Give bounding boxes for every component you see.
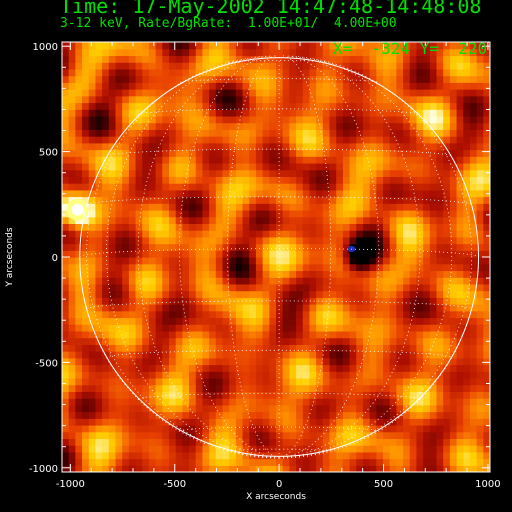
axis-ticks (62, 42, 490, 472)
grid-longitude-line (86, 58, 280, 459)
grid-latitude-line (227, 448, 332, 452)
grid-latitude-line (86, 300, 473, 310)
heatmap-image[interactable] (62, 42, 491, 473)
y-axis-title: Y arcseconds (5, 227, 15, 287)
x-tick-labels: -1000 -500 0 500 1000 (56, 479, 501, 490)
x-tick-label: 1000 (475, 479, 500, 490)
grid-longitude-line (279, 55, 332, 459)
grid-longitude-line (279, 256, 479, 459)
y-tick-label: 0 (52, 253, 58, 264)
bright-source-core (71, 203, 84, 216)
x-tick-label: -500 (163, 479, 186, 490)
solar-limb-circle (79, 57, 480, 457)
heliographic-grid (79, 55, 479, 459)
grid-longitude-line (227, 55, 280, 459)
grid-latitude-line (138, 108, 420, 115)
grid-longitude-line (279, 58, 473, 459)
grid-latitude-line (86, 196, 472, 205)
grid-latitude-line (106, 148, 452, 157)
y-tick-label: -1000 (29, 464, 58, 475)
y-tick-label: 500 (39, 148, 58, 159)
grid-latitude-line (179, 78, 379, 83)
x-tick-label: -1000 (56, 479, 85, 490)
grid-longitude-line (178, 55, 280, 459)
grid-longitude-line (279, 55, 421, 459)
grid-longitude-line (137, 55, 280, 459)
grid-longitude-line (79, 256, 280, 459)
energy-rate-label: 3-12 keV, Rate/BgRate: 1.00E+01/ 4.00E+0… (60, 16, 397, 31)
y-tick-label: 1000 (33, 42, 58, 53)
x-tick-label: 500 (374, 479, 393, 490)
y-tick-label: -500 (35, 358, 58, 369)
grid-latitude-line (179, 426, 380, 432)
grid-latitude-line (228, 60, 331, 63)
cursor-coordinate-readout: X= -324 Y= 220 (333, 39, 488, 58)
time-label: Time: 17-May-2002 14:47:48-14:48:08 (60, 0, 482, 18)
x-tick-label: 0 (276, 479, 282, 490)
y-tick-labels: -1000 -500 0 500 1000 (29, 42, 58, 475)
x-axis-title: X arcseconds (246, 492, 306, 502)
